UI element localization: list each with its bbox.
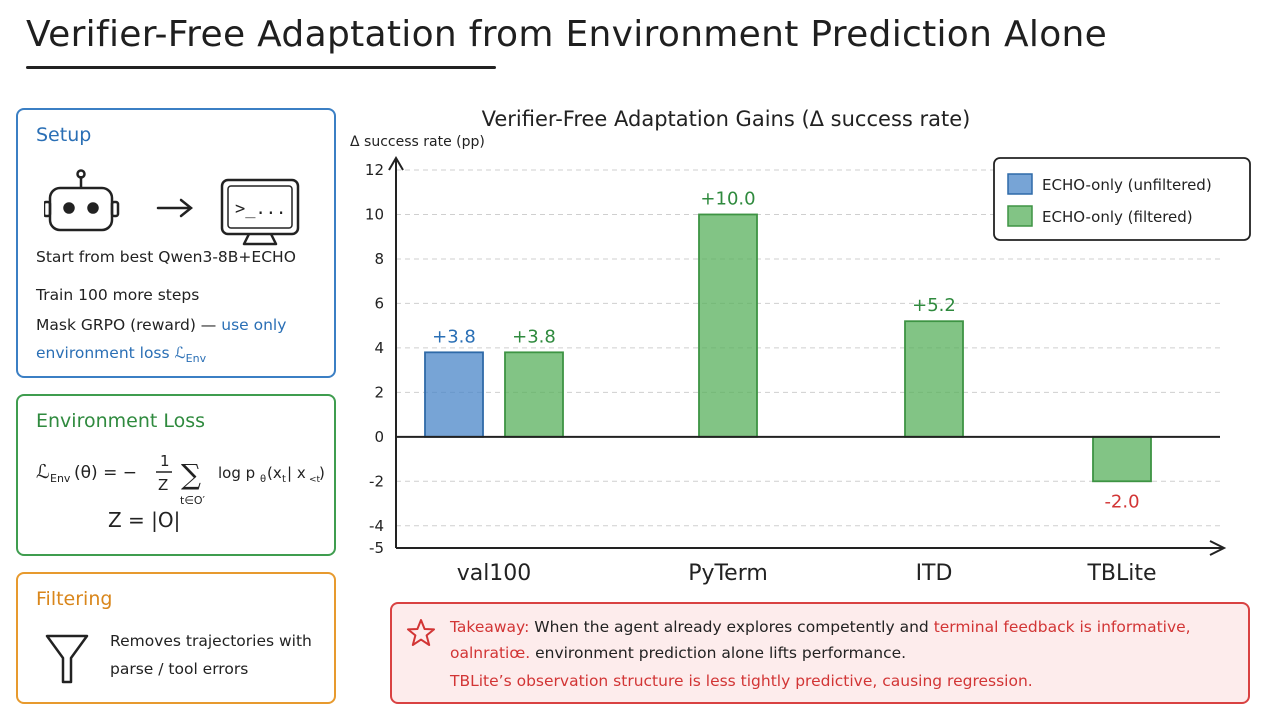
setup-envloss-sub: Env xyxy=(185,352,207,366)
setup-line-mask: Mask GRPO (reward) — use only xyxy=(36,316,286,334)
takeaway-line-3: TBLite’s observation structure is less t… xyxy=(450,672,1033,690)
setup-mask-text: Mask GRPO (reward) — xyxy=(36,316,217,334)
legend-swatch xyxy=(1007,205,1033,227)
setup-heading: Setup xyxy=(36,124,92,146)
formula-sum-sub: t∈O′ xyxy=(180,494,206,507)
setup-illustration: >_... xyxy=(44,169,300,246)
formula-arg-sub1: t xyxy=(282,474,286,485)
formula-sum-symbol: ∑ xyxy=(181,458,201,491)
formula-lhs: ℒ xyxy=(36,461,50,483)
legend-label: ECHO-only (filtered) xyxy=(1042,208,1193,226)
data-label: +5.2 xyxy=(912,295,956,316)
title-underline xyxy=(26,66,496,69)
y-tick-label: 8 xyxy=(374,250,384,268)
star-icon xyxy=(407,619,435,646)
data-label: -2.0 xyxy=(1104,491,1139,512)
y-tick-label: 10 xyxy=(365,205,384,223)
funnel-icon xyxy=(45,634,89,684)
takeaway-line-1: Takeaway: When the agent already explore… xyxy=(450,618,1191,636)
legend-label: ECHO-only (unfiltered) xyxy=(1042,176,1212,194)
bar-itd-series-1 xyxy=(904,320,964,438)
formula-frac-den: Z xyxy=(158,476,168,494)
filtering-line-2: parse / tool errors xyxy=(110,660,249,678)
formula-arg-c: ) xyxy=(319,464,325,482)
filtering-line-1: Removes trajectories with xyxy=(110,632,312,650)
x-tick-label: TBLite xyxy=(1086,561,1156,586)
formula-lhs-sub: Env xyxy=(50,472,71,485)
data-label: +3.8 xyxy=(432,326,476,347)
y-tick-label: 12 xyxy=(365,161,384,179)
bar-pyterm-series-1 xyxy=(698,213,758,438)
z-definition: Z = |O| xyxy=(108,508,181,532)
bar-tblite-series-1 xyxy=(1092,435,1152,483)
setup-line-start: Start from best Qwen3-8B+ECHO xyxy=(36,248,296,266)
formula-log: log p xyxy=(218,464,255,482)
terminal-icon: >_... xyxy=(220,178,300,246)
gains-chart: Verifier-Free Adaptation Gains (Δ succes… xyxy=(350,107,1251,586)
setup-use-only-text: use only xyxy=(216,316,287,334)
takeaway-text-b: terminal feedback is informative, xyxy=(933,618,1191,636)
data-label: +10.0 xyxy=(700,188,755,209)
takeaway-text-d: environment prediction alone lifts perfo… xyxy=(530,644,907,662)
arrow-right-icon xyxy=(156,198,194,218)
takeaway-box: Takeaway: When the agent already explore… xyxy=(390,602,1250,704)
environment-loss-heading: Environment Loss xyxy=(36,410,206,432)
y-axis-arrow xyxy=(388,156,404,171)
terminal-prompt: >_... xyxy=(235,199,286,219)
x-tick-label: PyTerm xyxy=(688,561,768,586)
bar-val100-series-0 xyxy=(424,351,484,438)
formula-log-sub: θ xyxy=(260,474,266,485)
chart-y-axis-label: Δ success rate (pp) xyxy=(350,134,485,150)
setup-panel: Setup >_... Start from best Qwen3-8B+ECH… xyxy=(16,108,336,378)
takeaway-text-c: oalnratiœ. xyxy=(450,644,531,662)
setup-envloss-text: environment loss ℒ xyxy=(36,344,186,362)
y-tick-label: 6 xyxy=(374,294,384,312)
filtering-panel: Filtering Removes trajectories with pars… xyxy=(16,572,336,704)
x-tick-label: val100 xyxy=(457,561,532,586)
y-tick-label: 0 xyxy=(374,428,384,446)
formula-frac-num: 1 xyxy=(160,452,170,470)
formula-arg-b: | x xyxy=(287,464,306,482)
takeaway-line-2: oalnratiœ. environment prediction alone … xyxy=(450,644,906,662)
takeaway-text-a: When the agent already explores competen… xyxy=(529,618,934,636)
y-tick-label: 2 xyxy=(374,383,384,401)
y-tick-label: -4 xyxy=(369,517,384,535)
y-tick-label: -2 xyxy=(369,472,384,490)
chart-title: Verifier-Free Adaptation Gains (Δ succes… xyxy=(482,107,971,131)
setup-line-train: Train 100 more steps xyxy=(36,286,200,304)
legend-box xyxy=(993,157,1251,241)
takeaway-label: Takeaway: xyxy=(450,618,530,636)
filtering-heading: Filtering xyxy=(36,588,113,610)
robot-icon xyxy=(44,169,120,232)
environment-loss-formula: ℒ Env (θ) = − 1 Z ∑ t∈O′ log p θ (x t | … xyxy=(36,452,325,507)
legend-swatch xyxy=(1007,173,1033,195)
y-tick-label: -5 xyxy=(369,539,384,557)
setup-line-envloss: environment loss ℒEnv xyxy=(36,344,206,365)
data-label: +3.8 xyxy=(512,326,556,347)
page-title: Verifier-Free Adaptation from Environmen… xyxy=(26,14,1108,55)
formula-arg-a: (x xyxy=(267,464,282,482)
formula-arg-sub2: <t xyxy=(309,475,321,485)
environment-loss-panel: Environment Loss ℒ Env (θ) = − 1 Z ∑ t∈O… xyxy=(16,394,336,556)
x-tick-label: ITD xyxy=(916,561,953,586)
formula-lhs-arg: (θ) = − xyxy=(74,463,137,483)
bar-val100-series-1 xyxy=(504,351,564,438)
x-axis-arrow xyxy=(1209,540,1227,556)
y-tick-label: 4 xyxy=(374,339,384,357)
